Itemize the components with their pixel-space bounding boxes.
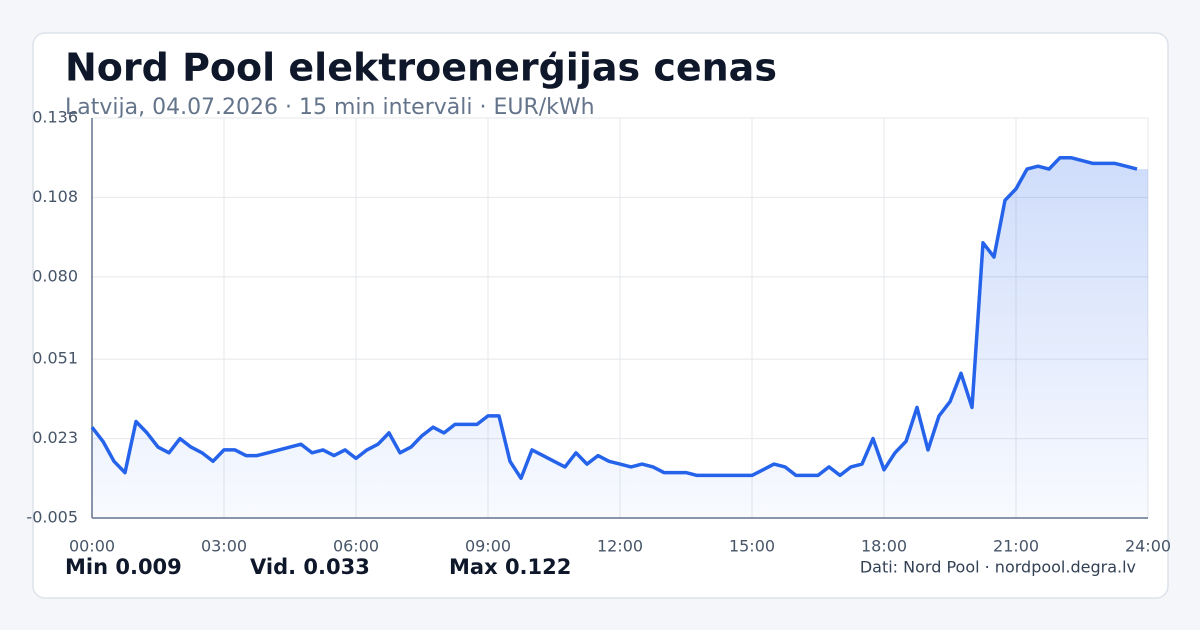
stat: Max 0.122 <box>449 555 571 579</box>
price-line <box>90 155 1138 481</box>
stat-value: 0.009 <box>115 555 181 579</box>
x-tick-label: 15:00 <box>729 537 775 556</box>
area <box>92 157 1148 518</box>
y-tick-label: 0.023 <box>32 428 78 447</box>
x-tick-label: 12:00 <box>597 537 643 556</box>
stat-value: 0.033 <box>303 555 369 579</box>
x-tick-label: 24:00 <box>1125 537 1171 556</box>
y-tick-label: -0.005 <box>26 508 78 527</box>
stat-label: Min <box>65 555 108 579</box>
x-tick-label: 00:00 <box>69 537 115 556</box>
x-tick-label: 18:00 <box>861 537 907 556</box>
stat-value: 0.122 <box>505 555 571 579</box>
chart-subtitle: Latvija, 04.07.2026 · 15 min intervāli ·… <box>65 95 595 120</box>
x-tick-label: 03:00 <box>201 537 247 556</box>
x-tick-label: 06:00 <box>333 537 379 556</box>
x-tick-label: 09:00 <box>465 537 511 556</box>
stat: Min 0.009 <box>65 555 182 579</box>
stat-label: Max <box>449 555 498 579</box>
x-tick-label: 21:00 <box>993 537 1039 556</box>
y-tick-label: 0.108 <box>32 187 78 206</box>
chart-title: Nord Pool elektroenerģijas cenas <box>65 46 777 90</box>
y-tick-label: 0.051 <box>32 349 78 368</box>
stat-label: Vid. <box>250 555 296 579</box>
y-tick-label: 0.080 <box>32 266 78 285</box>
source: Dati: Nord Pool · nordpool.degra.lv <box>860 558 1136 577</box>
stat: Vid. 0.033 <box>250 555 370 579</box>
y-tick-label: 0.136 <box>32 108 78 127</box>
